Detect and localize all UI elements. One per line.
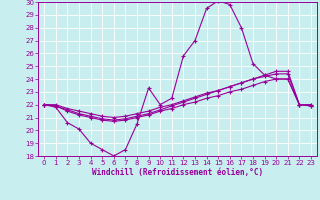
X-axis label: Windchill (Refroidissement éolien,°C): Windchill (Refroidissement éolien,°C) — [92, 168, 263, 177]
